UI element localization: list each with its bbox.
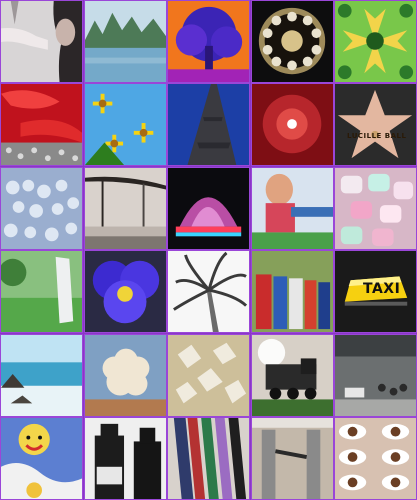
rotary-phone-dial-icon bbox=[251, 1, 333, 82]
red-flower-closeup-icon bbox=[1, 84, 82, 166]
circus-statue-icon bbox=[251, 167, 333, 249]
tile-red-glass bbox=[250, 83, 334, 167]
clown-face-icon bbox=[1, 417, 82, 499]
tile-cloud-sky bbox=[0, 166, 83, 250]
turnstiles-icon bbox=[251, 417, 333, 499]
walk-of-fame-star-icon bbox=[335, 84, 416, 166]
tile-neckties bbox=[167, 416, 250, 500]
tile-ocean-rocks bbox=[0, 333, 83, 417]
fountain-lights-icon bbox=[168, 167, 249, 249]
tile-taxi-sign: TAXI bbox=[334, 250, 417, 334]
yellow-daisies-icon bbox=[84, 84, 166, 166]
train-station-icon bbox=[335, 334, 416, 416]
tile-crystals bbox=[167, 333, 250, 417]
tile-eiffel-tower bbox=[167, 83, 250, 167]
tile-bottles bbox=[83, 416, 167, 500]
tile-kaleidoscope bbox=[334, 0, 417, 83]
red-glass-icon bbox=[251, 84, 333, 166]
tile-train-station bbox=[334, 333, 417, 417]
tile-marshmallows bbox=[334, 166, 417, 250]
tile-palm-tree bbox=[167, 250, 250, 334]
tile-turnstiles bbox=[250, 416, 334, 500]
newspaper-boxes-icon bbox=[251, 251, 333, 333]
woman-arm-icon bbox=[1, 1, 82, 82]
cloud-sky-icon bbox=[1, 167, 82, 249]
tile-red-flower bbox=[0, 83, 83, 167]
tile-cumulus-clouds bbox=[83, 333, 167, 417]
tile-rotary-dial bbox=[250, 0, 334, 83]
marshmallows-icon bbox=[335, 167, 416, 249]
tile-newspaper-boxes bbox=[250, 250, 334, 334]
bottles-icon bbox=[84, 417, 166, 499]
kaleidoscope-icon bbox=[335, 1, 416, 82]
pansy-flower-icon bbox=[84, 251, 166, 333]
ocean-rocks-icon bbox=[1, 334, 82, 416]
tile-psychedelic-tree bbox=[167, 0, 250, 83]
tile-steam-train bbox=[250, 333, 334, 417]
crystals-icon bbox=[168, 334, 249, 416]
palm-tree-icon bbox=[168, 251, 249, 333]
tile-fountain-lights bbox=[167, 166, 250, 250]
tile-circus-statue bbox=[250, 166, 334, 250]
bridge-fog-icon bbox=[84, 167, 166, 249]
tile-river-mountains bbox=[83, 0, 167, 83]
eiffel-tower-icon bbox=[168, 84, 249, 166]
walk-of-fame-label: LUCILLE BALL bbox=[347, 132, 407, 141]
tile-woman-arm bbox=[0, 0, 83, 83]
neckties-icon bbox=[168, 417, 249, 499]
eyes-grid-icon bbox=[335, 417, 416, 499]
taxi-label: TAXI bbox=[363, 281, 401, 298]
tile-white-sculpture bbox=[0, 250, 83, 334]
taxi-sign-icon bbox=[335, 251, 416, 333]
river-mountains-icon bbox=[84, 1, 166, 82]
tile-walk-of-fame-star: LUCILLE BALL bbox=[334, 83, 417, 167]
tile-yellow-daisies bbox=[83, 83, 167, 167]
tile-clown-face bbox=[0, 416, 83, 500]
psychedelic-tree-icon bbox=[168, 1, 249, 82]
cumulus-clouds-icon bbox=[84, 334, 166, 416]
tile-pansy-flower bbox=[83, 250, 167, 334]
white-sculpture-icon bbox=[1, 251, 82, 333]
steam-train-icon bbox=[251, 334, 333, 416]
tile-eyes-grid bbox=[334, 416, 417, 500]
tile-bridge-fog bbox=[83, 166, 167, 250]
